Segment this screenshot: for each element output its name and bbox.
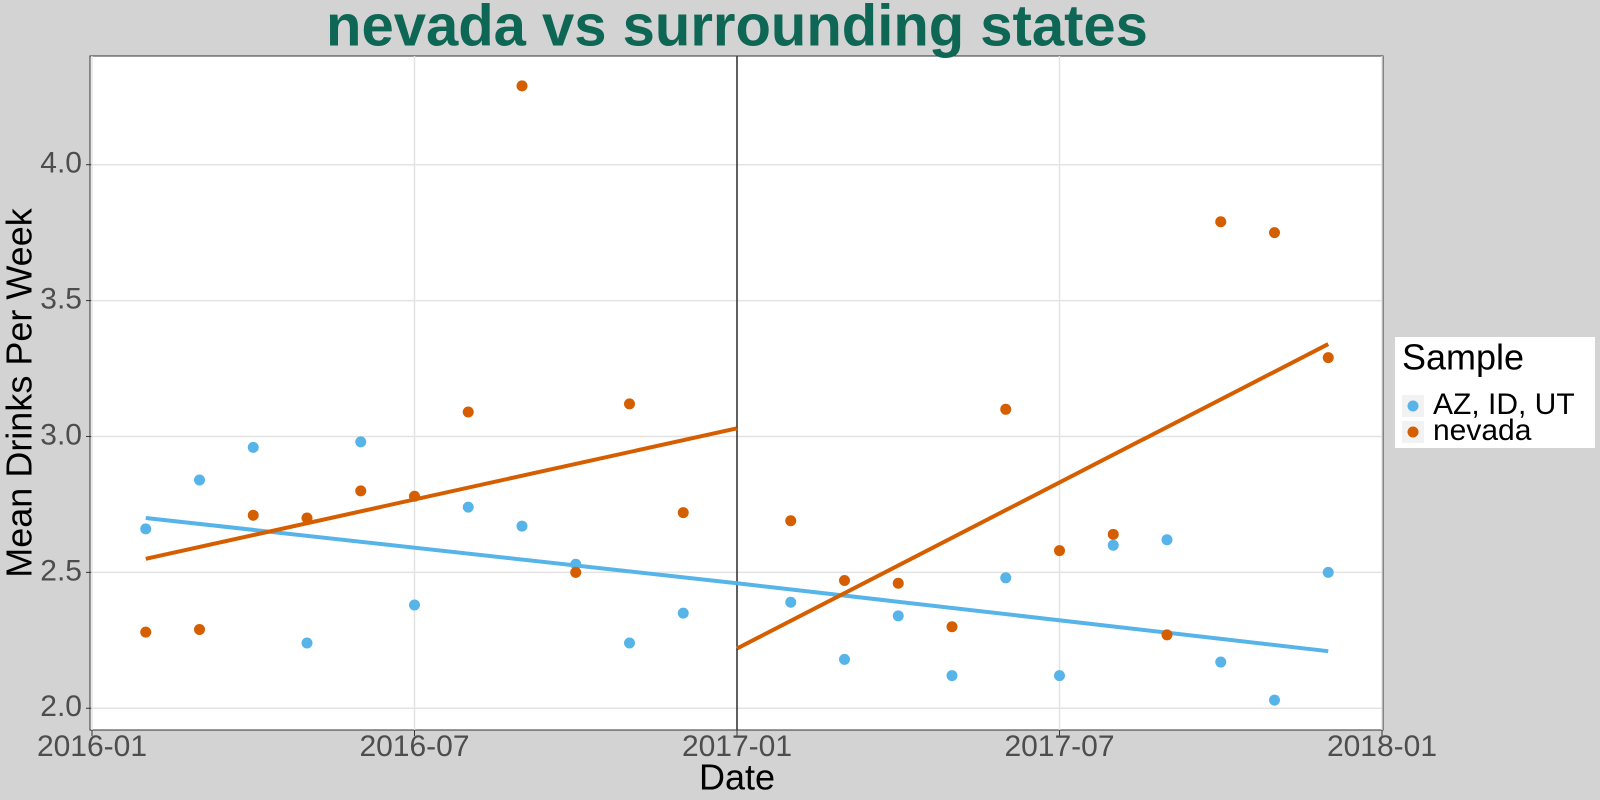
- y-axis-label: Mean Drinks Per Week: [0, 207, 40, 577]
- x-tick-label: 2016-01: [37, 730, 147, 763]
- data-point: [1107, 539, 1119, 551]
- data-point: [785, 596, 797, 608]
- legend: [1395, 337, 1595, 448]
- data-point: [839, 575, 850, 587]
- trend-line: [736, 342, 1330, 651]
- legend-title: Sample: [1402, 337, 1524, 378]
- data-point: [247, 441, 259, 453]
- data-point: [516, 520, 528, 532]
- data-point: [677, 507, 689, 519]
- data-point: [301, 637, 313, 649]
- legend-label: AZ, ID, UT: [1433, 388, 1575, 421]
- trend-line: [145, 516, 738, 586]
- data-point: [1000, 403, 1012, 415]
- y-tick-label: 4.0: [40, 147, 82, 180]
- data-point: [409, 490, 420, 502]
- data-point: [892, 610, 904, 622]
- y-tick-label: 2.0: [40, 690, 82, 723]
- y-tick-label: 2.5: [40, 554, 82, 587]
- data-point: [1215, 216, 1227, 228]
- data-point: [194, 623, 205, 635]
- data-point: [247, 509, 259, 521]
- data-point: [1322, 352, 1334, 364]
- chart-title: nevada vs surrounding states: [326, 0, 1148, 58]
- data-point: [677, 607, 689, 619]
- data-point: [570, 558, 582, 570]
- data-point: [892, 577, 904, 589]
- data-point: [355, 485, 367, 497]
- data-point: [1215, 656, 1227, 668]
- x-axis-label: Date: [699, 757, 775, 798]
- y-tick-label: 3.5: [40, 283, 82, 316]
- data-point: [355, 436, 367, 448]
- data-point: [194, 474, 205, 486]
- data-point: [570, 566, 582, 578]
- x-tick-label: 2017-01: [682, 730, 792, 763]
- y-tick-label: 3.0: [40, 418, 82, 451]
- x-tick-label: 2018-01: [1327, 730, 1437, 763]
- data-point: [301, 512, 313, 524]
- data-point: [516, 80, 528, 92]
- data-point: [409, 599, 420, 611]
- data-point: [946, 621, 958, 633]
- legend-marker: [1407, 426, 1419, 438]
- data-point: [462, 501, 474, 513]
- data-point: [462, 406, 474, 418]
- trend-line: [736, 581, 1329, 654]
- data-point: [140, 626, 152, 638]
- legend-label: nevada: [1433, 414, 1532, 447]
- data-point: [1054, 545, 1065, 557]
- x-tick-label: 2017-07: [1004, 730, 1114, 763]
- data-point: [1107, 528, 1119, 540]
- data-point: [1322, 566, 1334, 578]
- data-point: [1269, 694, 1280, 706]
- data-point: [785, 515, 797, 527]
- data-point: [839, 653, 850, 665]
- data-point: [1161, 629, 1173, 641]
- data-point: [1000, 572, 1012, 584]
- data-point: [624, 398, 635, 410]
- data-point: [1269, 227, 1280, 239]
- data-point: [624, 637, 635, 649]
- data-point: [140, 523, 152, 535]
- legend-marker: [1407, 400, 1419, 412]
- data-point: [1054, 670, 1065, 682]
- data-point: [946, 670, 958, 682]
- trend-line: [145, 426, 738, 561]
- x-tick-label: 2016-07: [359, 730, 469, 763]
- data-point: [1161, 534, 1173, 546]
